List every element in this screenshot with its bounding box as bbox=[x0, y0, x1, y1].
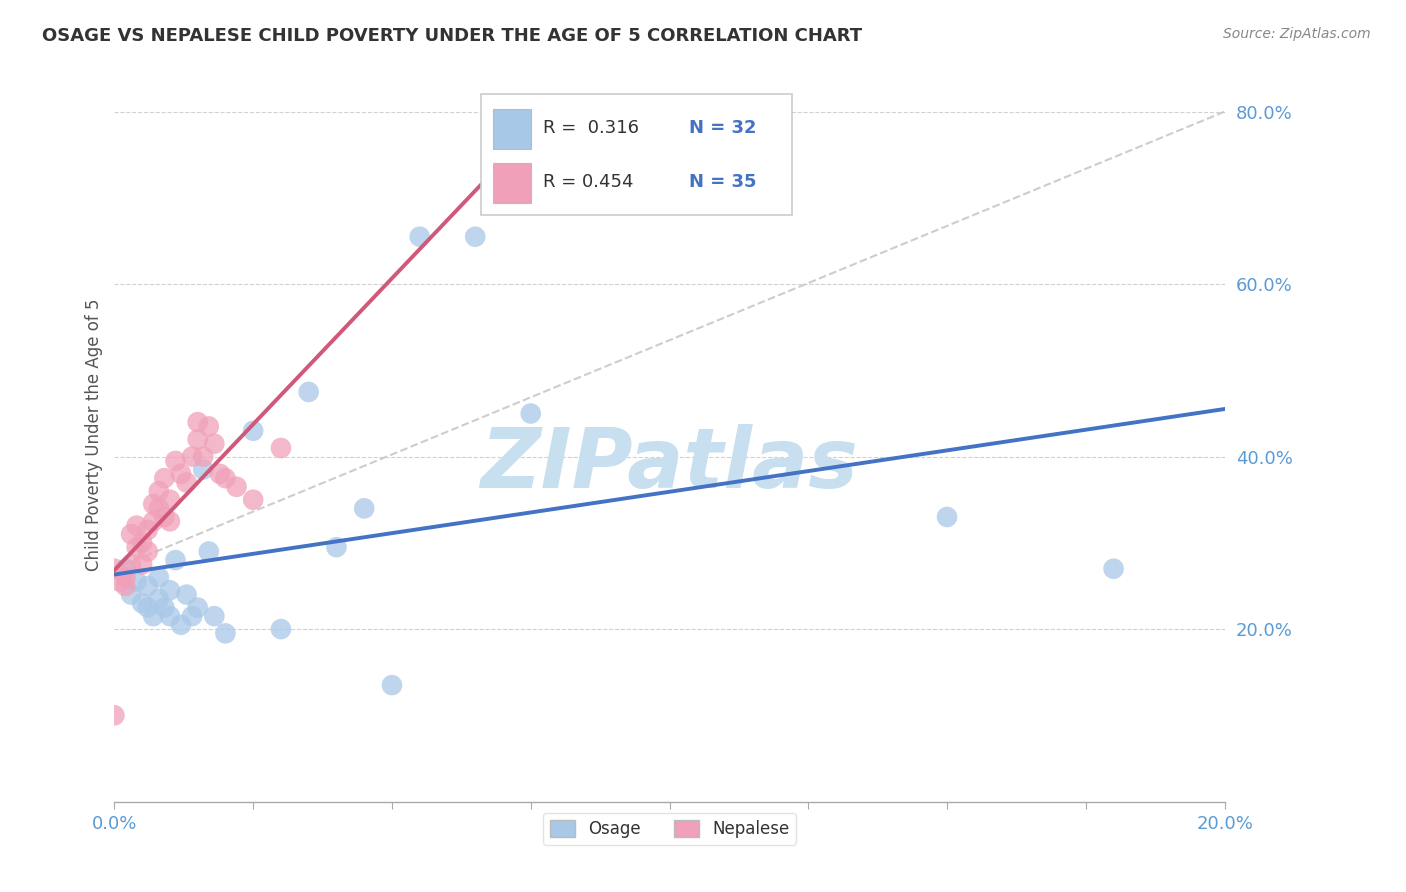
Legend: Osage, Nepalese: Osage, Nepalese bbox=[543, 813, 796, 845]
Point bbox=[148, 484, 170, 499]
Point bbox=[187, 415, 209, 429]
Point bbox=[1102, 562, 1125, 576]
Point bbox=[103, 562, 125, 576]
Point bbox=[936, 510, 959, 524]
Point bbox=[193, 462, 215, 476]
Point bbox=[165, 454, 187, 468]
Point bbox=[159, 514, 181, 528]
Point bbox=[120, 588, 142, 602]
Point bbox=[136, 544, 159, 558]
Point bbox=[325, 540, 347, 554]
Point bbox=[153, 471, 176, 485]
Point bbox=[202, 609, 225, 624]
Point bbox=[125, 518, 148, 533]
Point bbox=[176, 588, 198, 602]
Point bbox=[202, 436, 225, 450]
Point bbox=[153, 600, 176, 615]
Point bbox=[120, 527, 142, 541]
Point bbox=[242, 424, 264, 438]
Point bbox=[270, 441, 292, 455]
Point bbox=[409, 229, 432, 244]
Point bbox=[148, 570, 170, 584]
Point bbox=[270, 622, 292, 636]
Point bbox=[108, 574, 131, 589]
Point bbox=[298, 384, 321, 399]
Point bbox=[170, 467, 193, 481]
Point bbox=[125, 540, 148, 554]
Point bbox=[131, 536, 153, 550]
Point bbox=[197, 419, 219, 434]
Point bbox=[242, 492, 264, 507]
Point bbox=[142, 497, 165, 511]
Point bbox=[159, 609, 181, 624]
Point bbox=[125, 574, 148, 589]
Point bbox=[464, 229, 486, 244]
Point bbox=[187, 600, 209, 615]
Point bbox=[159, 583, 181, 598]
Text: Source: ZipAtlas.com: Source: ZipAtlas.com bbox=[1223, 27, 1371, 41]
Point bbox=[381, 678, 404, 692]
Point bbox=[142, 514, 165, 528]
Point bbox=[225, 480, 247, 494]
Point bbox=[214, 626, 236, 640]
Point bbox=[136, 600, 159, 615]
Point bbox=[170, 617, 193, 632]
Text: OSAGE VS NEPALESE CHILD POVERTY UNDER THE AGE OF 5 CORRELATION CHART: OSAGE VS NEPALESE CHILD POVERTY UNDER TH… bbox=[42, 27, 862, 45]
Point bbox=[103, 708, 125, 723]
Point bbox=[114, 579, 136, 593]
Point bbox=[148, 591, 170, 606]
Point bbox=[214, 471, 236, 485]
Point bbox=[148, 501, 170, 516]
Point bbox=[136, 579, 159, 593]
Point bbox=[208, 467, 231, 481]
Text: ZIPatlas: ZIPatlas bbox=[481, 424, 859, 505]
Point bbox=[159, 492, 181, 507]
Point bbox=[142, 609, 165, 624]
Point bbox=[114, 562, 136, 576]
Point bbox=[197, 544, 219, 558]
Point bbox=[114, 570, 136, 584]
Point bbox=[120, 558, 142, 572]
Point bbox=[131, 558, 153, 572]
Point bbox=[181, 450, 204, 464]
Point bbox=[181, 609, 204, 624]
Point bbox=[131, 596, 153, 610]
Point bbox=[193, 450, 215, 464]
Point bbox=[165, 553, 187, 567]
Y-axis label: Child Poverty Under the Age of 5: Child Poverty Under the Age of 5 bbox=[86, 299, 103, 571]
Point bbox=[176, 475, 198, 490]
Point bbox=[153, 510, 176, 524]
Point bbox=[519, 407, 541, 421]
Point bbox=[136, 523, 159, 537]
Point bbox=[187, 433, 209, 447]
Point bbox=[353, 501, 375, 516]
